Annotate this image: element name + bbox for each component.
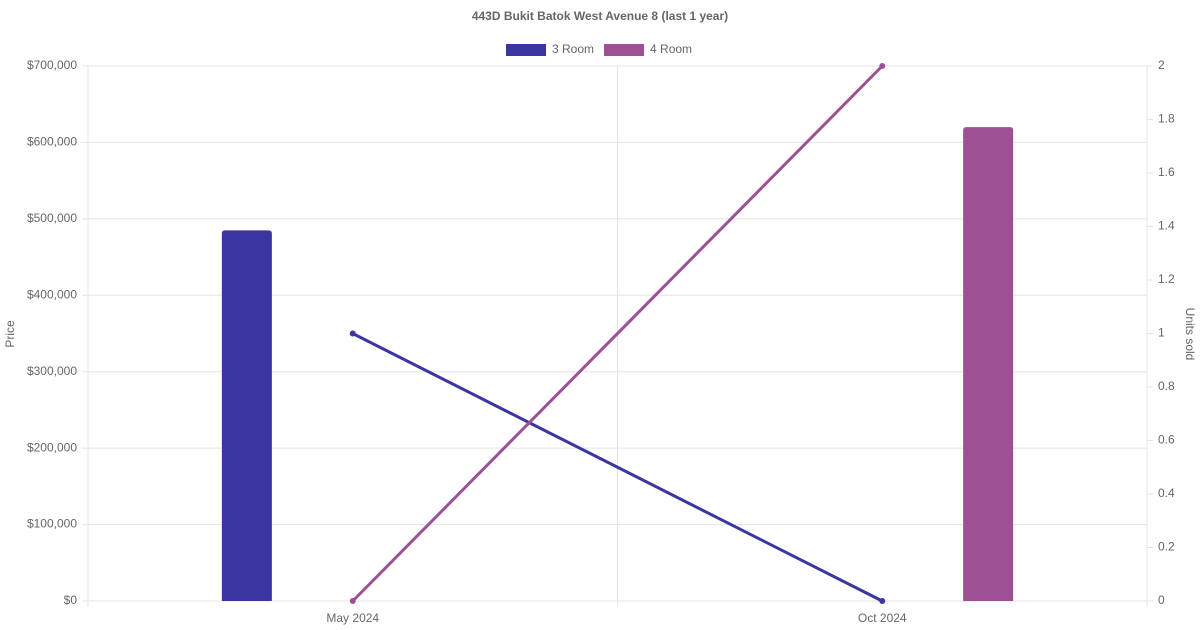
- y2-tick-label: 1: [1158, 326, 1165, 340]
- y2-tick-label: 0: [1158, 593, 1165, 607]
- point: [349, 598, 356, 604]
- y-tick-label: $700,000: [27, 58, 77, 72]
- point: [879, 63, 886, 69]
- y-tick-label: $400,000: [27, 287, 77, 301]
- y-tick-label: $100,000: [27, 517, 77, 531]
- y-tick-label: $0: [64, 593, 78, 607]
- y2-axis-title: Units sold: [1183, 308, 1197, 361]
- y-tick-label: $500,000: [27, 211, 77, 225]
- y-axis-title: Price: [3, 320, 17, 348]
- y2-tick-label: 2: [1158, 58, 1165, 72]
- y2-tick-label: 1.4: [1158, 219, 1175, 233]
- legend-label: 3 Room: [552, 42, 594, 56]
- y2-tick-label: 1.6: [1158, 165, 1175, 179]
- legend-swatch: [506, 44, 546, 56]
- x-tick-label: May 2024: [326, 611, 379, 625]
- y-tick-label: $200,000: [27, 440, 77, 454]
- bar: [221, 230, 272, 602]
- bar: [963, 127, 1014, 602]
- y2-tick-label: 0.2: [1158, 540, 1175, 554]
- y2-tick-label: 1.2: [1158, 272, 1175, 286]
- line: [351, 64, 884, 603]
- point: [349, 330, 356, 337]
- line: [352, 332, 883, 603]
- legend-swatch: [604, 44, 645, 56]
- y2-tick-label: 1.8: [1158, 112, 1175, 126]
- y2-tick-label: 0.6: [1158, 433, 1175, 447]
- y-tick-label: $600,000: [27, 135, 77, 149]
- y2-tick-label: 0.8: [1158, 379, 1175, 393]
- legend-label: 4 Room: [650, 42, 692, 56]
- chart-title: 443D Bukit Batok West Avenue 8 (last 1 y…: [472, 9, 728, 23]
- y-tick-label: $300,000: [27, 364, 77, 378]
- y2-tick-label: 0.4: [1158, 486, 1175, 500]
- x-tick-label: Oct 2024: [858, 611, 907, 625]
- point: [879, 598, 886, 604]
